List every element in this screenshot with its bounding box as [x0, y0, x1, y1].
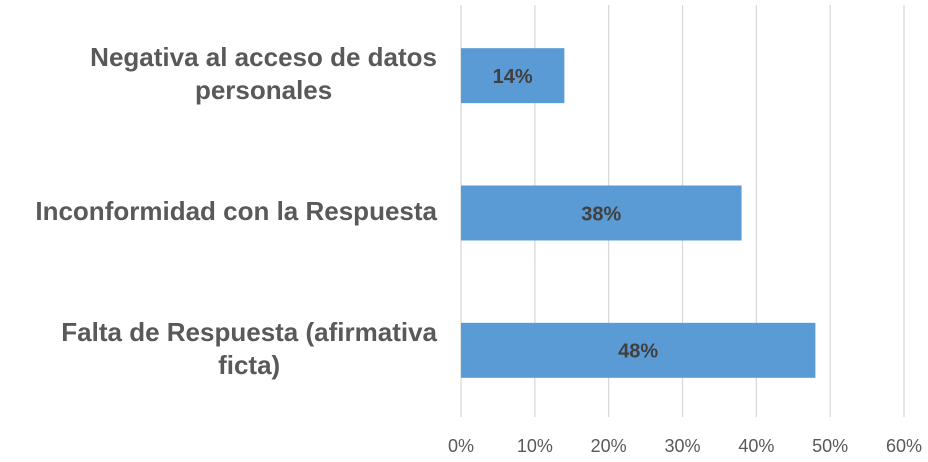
x-tick-label: 30% — [664, 436, 700, 456]
y-tick-label: Negativa al acceso de datos personales — [90, 42, 437, 105]
data-label: 14% — [493, 66, 533, 88]
x-tick-label: 20% — [591, 436, 627, 456]
x-tick-label: 10% — [517, 436, 553, 456]
label-line: ficta) — [218, 350, 280, 380]
label-line: personales — [195, 75, 332, 105]
bar — [461, 322, 816, 378]
x-tick-label: 40% — [738, 436, 774, 456]
data-label: 38% — [581, 203, 621, 225]
x-tick-label: 0% — [448, 436, 474, 456]
data-label: 48% — [618, 341, 658, 363]
y-tick-label: Inconformidad con la Respuesta — [35, 196, 437, 226]
label-line: Falta de Respuesta (afirmativa — [61, 317, 437, 347]
x-tick-label: 50% — [812, 436, 848, 456]
bar — [461, 185, 742, 241]
label-line: Negativa al acceso de datos — [90, 42, 437, 72]
label-line: Inconformidad con la Respuesta — [35, 196, 437, 226]
x-tick-label: 60% — [886, 436, 922, 456]
bar — [461, 48, 565, 104]
y-tick-label: Falta de Respuesta (afirmativa ficta) — [61, 317, 437, 380]
